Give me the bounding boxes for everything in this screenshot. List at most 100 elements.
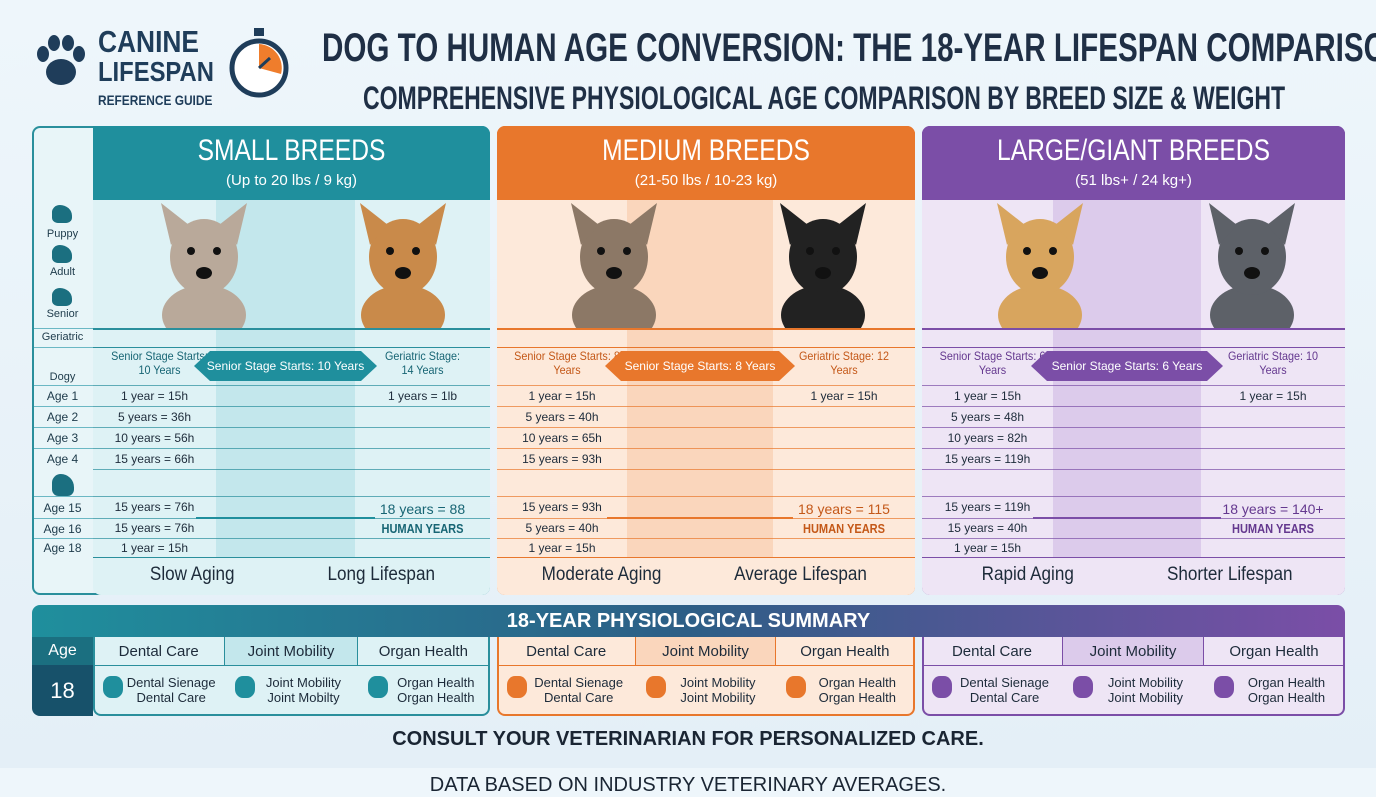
row-line [922, 385, 1345, 386]
row-line [497, 469, 915, 470]
right-value: 1 year = 15h [810, 388, 878, 403]
dog-photo [348, 195, 458, 345]
row-value: 10 years = 82h [947, 430, 1028, 445]
summary-icon [1073, 676, 1093, 698]
summary-icon [507, 676, 527, 698]
final-line [196, 517, 375, 519]
row-line [93, 538, 490, 539]
final-unit: HUMAN YEARS [381, 521, 464, 536]
geriatric-text: Geriatric Stage: 12 Years [798, 349, 890, 377]
summary-header: Dental Care [497, 637, 637, 665]
row-value: 15 years = 93h [522, 451, 602, 466]
row-value: 10 years = 65h [522, 430, 602, 445]
panel-subtitle: (51 lbs+ / 24 kg+) [1075, 172, 1192, 189]
divider [922, 328, 1345, 330]
final-line [1033, 517, 1221, 519]
panel-header [497, 126, 915, 200]
footer-text: Long Lifespan [327, 564, 435, 585]
title: DOG TO HUMAN AGE CONVERSION: THE 18-YEAR… [322, 26, 1376, 70]
summary-cell: Dental Care [136, 690, 206, 705]
stopwatch [228, 28, 290, 98]
divider [922, 665, 1345, 666]
final-value: 18 years = 140+ [1222, 501, 1324, 517]
paw [37, 35, 85, 85]
row-line [497, 406, 915, 407]
stopwatch-icon [229, 28, 289, 98]
summary-icon [785, 676, 806, 698]
panel-subtitle: (21-50 lbs / 10-23 kg) [634, 172, 778, 189]
panel-header [922, 126, 1345, 200]
summary-cell: Joint Mobility [1107, 675, 1184, 690]
stage-label: Adult [49, 266, 76, 278]
senior-text: Senior Stage Starts: 8 Years [514, 349, 620, 377]
divider [497, 665, 915, 666]
row-value: 1 year = 15h [528, 388, 596, 403]
row-line [93, 557, 490, 558]
right-value: 1 years = 1lb [387, 388, 458, 403]
stage-label: Senior [46, 308, 79, 320]
row-value: 15 years = 66h [114, 451, 195, 466]
summary-cell: Dental Sienage [534, 675, 624, 690]
row-line [922, 469, 1345, 470]
geriatric-text: Geriatric Stage: 14 Years [384, 349, 461, 377]
dog-photo [768, 195, 878, 345]
row-value: 5 years = 48h [950, 409, 1025, 424]
row-line [93, 427, 490, 428]
row-line [922, 448, 1345, 449]
divider [93, 665, 490, 666]
summary-header: Joint Mobility [636, 637, 776, 665]
summary-header: Organ Health [1204, 637, 1345, 665]
row-value: 1 year = 15h [120, 388, 189, 403]
dog-icon [52, 474, 74, 496]
row-value: 5 years = 40h [525, 409, 599, 424]
panel-title: MEDIUM BREEDS [602, 134, 810, 167]
age-value: 18 [32, 665, 93, 716]
stage-label: Dogy [32, 347, 93, 385]
senior-text: Senior Stage Starts: 6 Years [939, 349, 1046, 377]
summary-cell: Joint Mobility [680, 690, 756, 705]
footer-text: Shorter Lifespan [1166, 564, 1292, 585]
divider [497, 328, 915, 330]
summary-header: Organ Health [776, 637, 915, 665]
summary-header: Dental Care [93, 637, 226, 665]
summary-icon [1214, 676, 1234, 698]
summary-cell: Dental Care [969, 690, 1040, 705]
final-value: 18 years = 88 [379, 501, 466, 517]
dog-photo [559, 195, 669, 345]
row-line [93, 385, 490, 386]
dog-shape [780, 203, 867, 345]
divider [922, 347, 1345, 348]
row-line [497, 385, 915, 386]
footer-text: Moderate Aging [541, 564, 662, 585]
summary-icon [932, 676, 952, 698]
row-line [497, 538, 915, 539]
summary-cell: Organ Health [818, 675, 896, 690]
summary-icon [367, 676, 388, 698]
row-line [922, 538, 1345, 539]
dog-shape [997, 203, 1084, 345]
final-unit: HUMAN YEARS [802, 521, 886, 536]
final-unit: HUMAN YEARS [1231, 521, 1315, 536]
summary-cell: Organ Health [1247, 690, 1326, 705]
row-value: 5 years = 36h [117, 409, 192, 424]
dog-icon [52, 288, 72, 306]
dog-photo [1197, 195, 1307, 345]
row-value: 15 years = 76h [114, 521, 195, 535]
age-label: Age 18 [32, 538, 93, 557]
summary-cell: Joint Mobilty [267, 690, 340, 705]
stage-label: Puppy [46, 228, 79, 240]
footer-text: Average Lifespan [734, 564, 867, 585]
row-value: 1 year = 15h [120, 540, 189, 555]
stage-arrow: Senior Stage Starts: 6 Years [1031, 351, 1223, 381]
row-value: 15 years = 76h [114, 500, 195, 514]
summary-icon [235, 676, 256, 698]
label-column [32, 126, 93, 595]
summary-icon [646, 676, 667, 698]
footer-text: Slow Aging [149, 564, 235, 585]
row-value: 5 years = 40h [525, 521, 599, 535]
summary-cell: Organ Health [397, 690, 475, 705]
age-label: Age 15 [32, 496, 93, 518]
summary-header: Joint Mobility [1063, 637, 1204, 665]
stage-arrow: Senior Stage Starts: 8 Years [605, 351, 795, 381]
